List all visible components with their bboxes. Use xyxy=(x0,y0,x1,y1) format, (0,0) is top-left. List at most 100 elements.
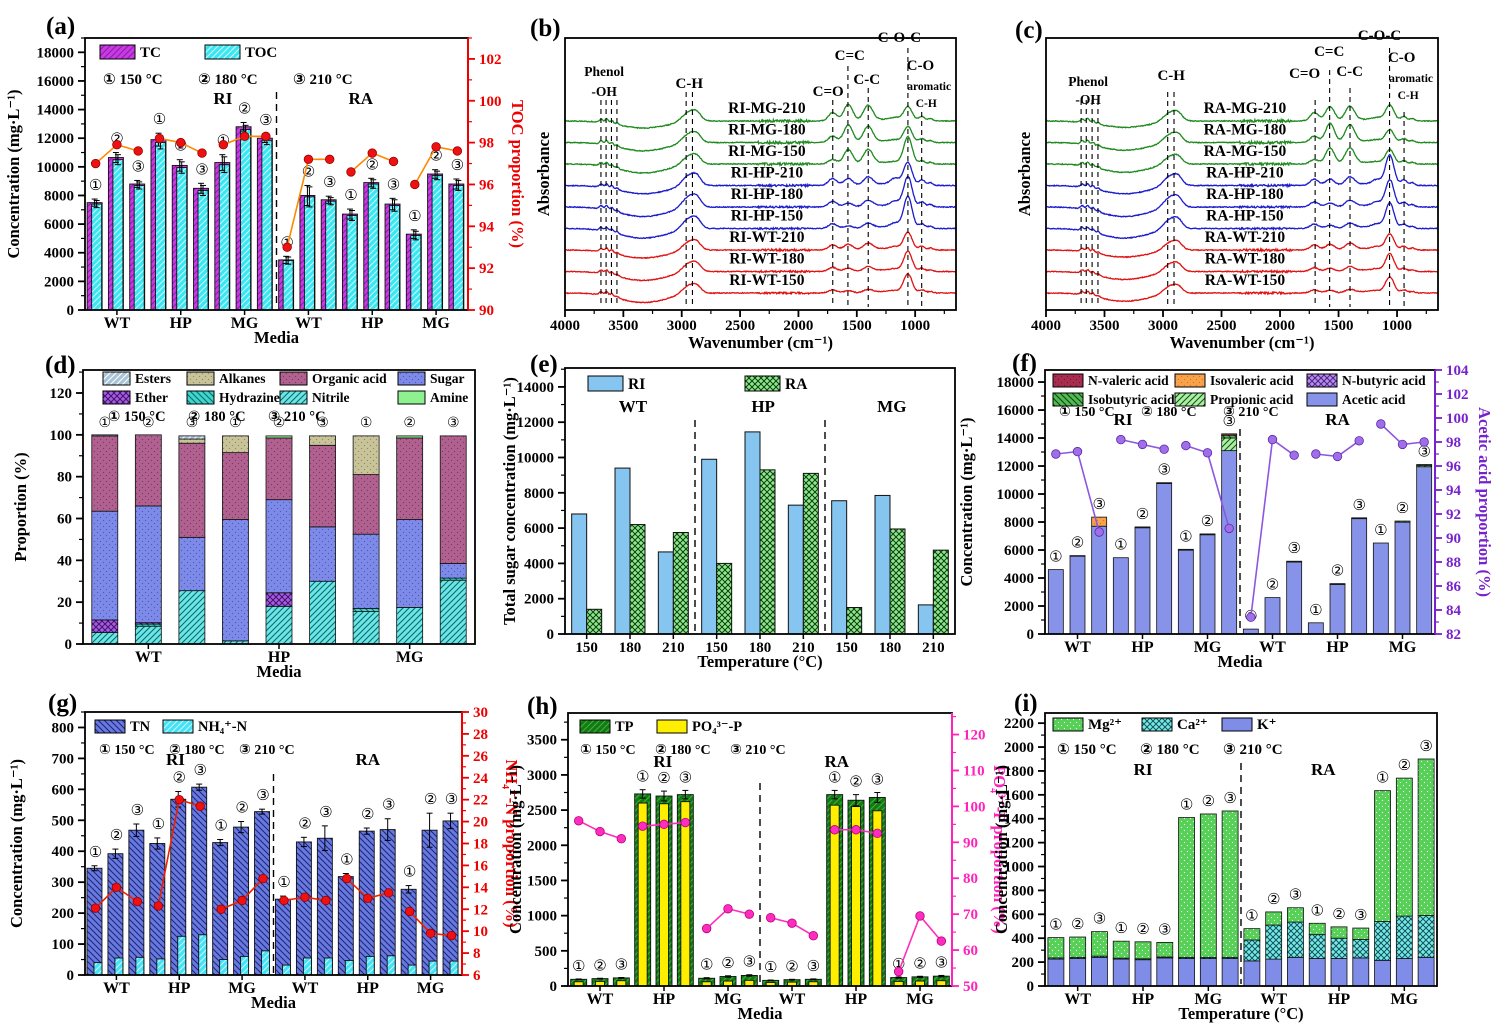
svg-text:HP: HP xyxy=(1326,639,1348,656)
svg-text:RI-HP-210: RI-HP-210 xyxy=(731,165,804,182)
svg-text:RA-WT-180: RA-WT-180 xyxy=(1205,251,1286,268)
svg-text:WT: WT xyxy=(779,991,806,1008)
svg-text:③: ③ xyxy=(195,162,208,178)
svg-text:110: 110 xyxy=(963,763,985,779)
svg-text:③: ③ xyxy=(1093,912,1106,928)
svg-text:①: ① xyxy=(1114,921,1127,937)
svg-text:Absorbance: Absorbance xyxy=(534,132,553,216)
svg-text:C-O: C-O xyxy=(1388,50,1416,66)
svg-text:③: ③ xyxy=(316,416,329,431)
svg-text:210: 210 xyxy=(792,640,815,656)
svg-text:WT: WT xyxy=(1064,991,1091,1008)
svg-text:600: 600 xyxy=(1012,907,1035,923)
panel-c-content: RA-WT-150 RA-WT-180 RA-WT-210 RA-HP-150 RA-H… xyxy=(1015,17,1439,352)
panel-a-chart: ①②③①②③①②③①②③①②③①②③RIRATCTOC① 150 °C② 180… xyxy=(4,13,527,347)
svg-text:10000: 10000 xyxy=(37,160,75,176)
svg-text:Propionic acid: Propionic acid xyxy=(1210,392,1294,407)
svg-text:(c): (c) xyxy=(1015,17,1043,44)
svg-text:14000: 14000 xyxy=(997,431,1035,447)
svg-text:90: 90 xyxy=(1446,531,1461,547)
svg-text:14: 14 xyxy=(473,880,489,896)
svg-text:Concentration (mg·L⁻¹): Concentration (mg·L⁻¹) xyxy=(4,89,23,258)
svg-text:3500: 3500 xyxy=(608,318,638,334)
svg-text:①: ① xyxy=(700,958,713,974)
svg-text:①: ① xyxy=(89,178,102,194)
svg-text:MG: MG xyxy=(1195,991,1223,1008)
svg-text:10000: 10000 xyxy=(997,487,1035,503)
svg-text:1500: 1500 xyxy=(842,318,872,334)
svg-text:RA-MG-180: RA-MG-180 xyxy=(1204,122,1287,139)
svg-text:150: 150 xyxy=(705,640,728,656)
svg-text:-OH: -OH xyxy=(591,84,617,99)
svg-text:① 150 °C: ① 150 °C xyxy=(1057,742,1117,758)
svg-text:RI: RI xyxy=(166,750,185,769)
svg-text:②: ② xyxy=(142,416,155,431)
svg-text:2000: 2000 xyxy=(1265,318,1295,334)
svg-text:Esters: Esters xyxy=(135,371,171,386)
svg-text:Isobutyric acid: Isobutyric acid xyxy=(1088,392,1175,407)
svg-text:MG: MG xyxy=(714,991,742,1008)
svg-text:C-C: C-C xyxy=(1336,64,1363,80)
svg-text:①: ① xyxy=(1049,550,1062,566)
svg-text:③: ③ xyxy=(387,177,400,193)
svg-text:8000: 8000 xyxy=(1004,515,1034,531)
svg-text:2000: 2000 xyxy=(44,274,74,290)
svg-text:80: 80 xyxy=(963,871,978,887)
svg-text:3000: 3000 xyxy=(1148,318,1178,334)
svg-text:200: 200 xyxy=(52,906,75,922)
svg-text:Absorbance: Absorbance xyxy=(1015,132,1034,216)
svg-text:3500: 3500 xyxy=(527,733,557,749)
svg-text:①: ① xyxy=(1374,523,1387,539)
svg-text:104: 104 xyxy=(1446,363,1469,379)
svg-text:Proportion (%): Proportion (%) xyxy=(11,452,30,561)
svg-text:(g): (g) xyxy=(48,690,77,717)
svg-text:MG: MG xyxy=(1391,991,1419,1008)
svg-text:RI-MG-150: RI-MG-150 xyxy=(728,143,806,160)
svg-text:③: ③ xyxy=(256,788,269,804)
svg-text:2000: 2000 xyxy=(783,318,813,334)
svg-text:MG: MG xyxy=(228,980,256,997)
svg-text:14000: 14000 xyxy=(37,103,75,119)
svg-text:①: ① xyxy=(572,959,585,975)
svg-text:①: ① xyxy=(1114,538,1127,554)
svg-text:30: 30 xyxy=(473,705,488,721)
svg-text:(i): (i) xyxy=(1014,690,1038,717)
svg-text:①: ① xyxy=(1376,771,1389,787)
svg-text:C-H: C-H xyxy=(676,76,704,92)
svg-text:RA-MG-150: RA-MG-150 xyxy=(1204,143,1287,160)
svg-text:Temperature (°C): Temperature (°C) xyxy=(697,652,822,671)
svg-text:98: 98 xyxy=(1446,435,1461,451)
svg-text:-OH: -OH xyxy=(1075,92,1101,107)
svg-text:40: 40 xyxy=(57,553,72,569)
svg-text:HP: HP xyxy=(168,980,190,997)
svg-text:1500: 1500 xyxy=(527,873,557,889)
svg-text:210: 210 xyxy=(662,640,685,656)
svg-text:6000: 6000 xyxy=(44,217,74,233)
svg-text:88: 88 xyxy=(1446,555,1461,571)
svg-text:Alkanes: Alkanes xyxy=(219,371,266,386)
panel-e-content: WT HP MG RI RA 0 2000 4000 6000 8000 10000 12000 140… xyxy=(500,351,956,671)
svg-text:③ 210 °C: ③ 210 °C xyxy=(730,743,786,758)
svg-text:22: 22 xyxy=(473,793,488,809)
svg-text:2000: 2000 xyxy=(524,592,554,608)
svg-text:1200: 1200 xyxy=(1004,836,1034,852)
svg-text:MG: MG xyxy=(1389,639,1417,656)
svg-text:②: ② xyxy=(424,792,437,808)
svg-text:②: ② xyxy=(173,771,186,787)
svg-text:800: 800 xyxy=(1012,883,1035,899)
svg-text:① 150 °C: ① 150 °C xyxy=(580,743,636,758)
svg-text:2200: 2200 xyxy=(1004,716,1034,732)
svg-text:NH₄⁺-N: NH₄⁺-N xyxy=(198,719,248,735)
svg-text:③: ③ xyxy=(1352,498,1365,514)
svg-text:②: ② xyxy=(1396,501,1409,517)
svg-text:C=C: C=C xyxy=(1314,44,1344,60)
svg-text:100: 100 xyxy=(963,799,986,815)
svg-text:Concentration (mg·L⁻¹): Concentration (mg·L⁻¹) xyxy=(992,765,1011,934)
svg-text:82: 82 xyxy=(1446,627,1461,643)
svg-text:(h): (h) xyxy=(527,693,558,720)
svg-text:2000: 2000 xyxy=(1004,599,1034,615)
svg-text:MG: MG xyxy=(906,991,934,1008)
svg-text:1000: 1000 xyxy=(900,318,930,334)
svg-text:1000: 1000 xyxy=(527,909,557,925)
